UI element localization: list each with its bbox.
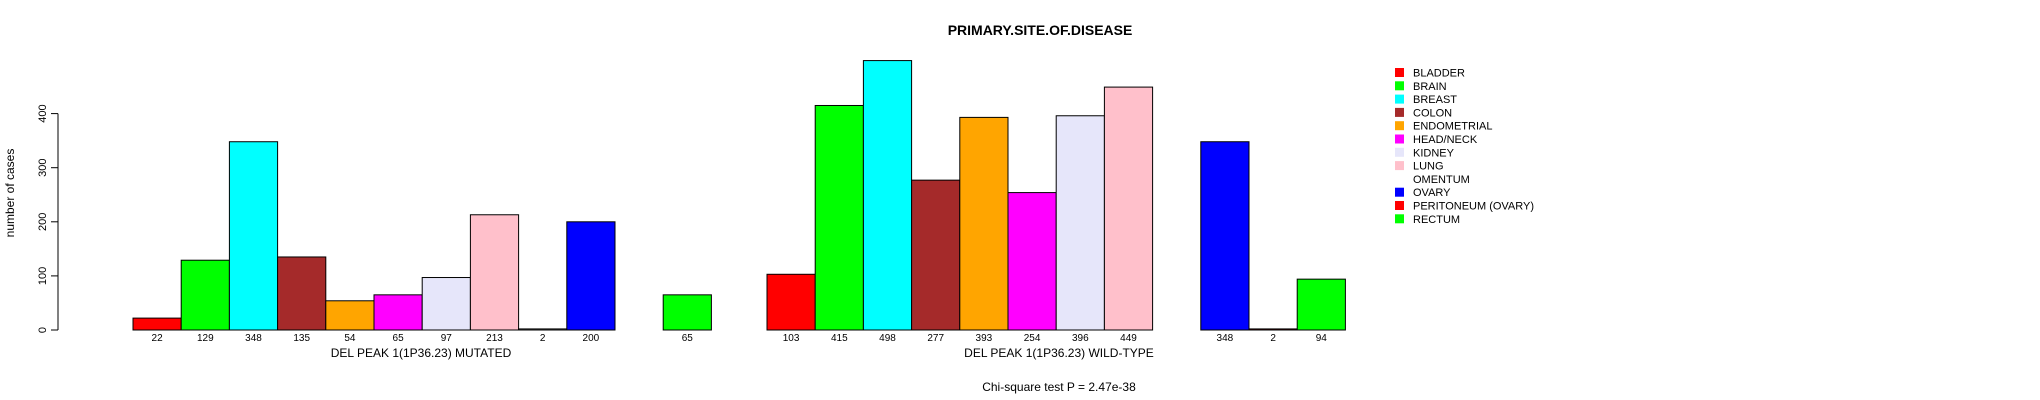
bar-kidney (1055, 115, 1105, 331)
y-tick-label: 300 (37, 159, 49, 177)
bar-value-label: 396 (1072, 333, 1089, 344)
bar-breast (862, 60, 913, 331)
bar-value-label: 449 (1120, 333, 1137, 344)
bar-colon (277, 256, 327, 331)
y-tick-label: 100 (37, 267, 49, 285)
legend-swatch (1395, 147, 1404, 157)
legend-label: KIDNEY (1413, 147, 1455, 159)
chi-square-footnote: Chi-square test P = 2.47e-38 (982, 380, 1136, 394)
legend-swatch (1395, 68, 1404, 77)
bar-endometrial (959, 116, 1009, 331)
bar-value-label: 254 (1024, 333, 1041, 344)
chart-title: PRIMARY.SITE.OF.DISEASE (948, 22, 1133, 38)
legend-label: LUNG (1413, 161, 1444, 173)
legend-swatch (1395, 121, 1404, 131)
bar-brain (814, 104, 864, 331)
bar-value-label: 415 (831, 333, 848, 344)
legend-label: OMENTUM (1413, 174, 1470, 186)
panel-wild-type: 103 415 498 277 393 254 396 449 348 2 94 (766, 60, 1346, 344)
bar-head-neck (373, 294, 423, 331)
panel-mutated: 22 129 348 135 54 65 97 213 2 200 65 (132, 141, 712, 344)
x-axis-label-wild-type: DEL PEAK 1(1P36.23) WILD-TYPE (964, 346, 1154, 360)
y-axis-label: number of cases (3, 149, 17, 238)
legend-label: PERITONEUM (OVARY) (1413, 201, 1534, 213)
legend-swatch (1395, 134, 1404, 144)
y-tick-label: 400 (37, 104, 49, 122)
legend-label: ENDOMETRIAL (1413, 121, 1492, 133)
bar-ovary (1200, 141, 1250, 331)
legend-label: OVARY (1413, 187, 1451, 199)
y-axis: 0 100 200 300 400 (37, 104, 59, 333)
legend-swatch (1395, 107, 1404, 117)
y-tick-label: 200 (37, 213, 49, 231)
bar-value-label: 65 (682, 333, 694, 344)
legend-swatch (1395, 214, 1404, 224)
legend-swatch (1395, 161, 1404, 171)
bar-brain (180, 259, 230, 331)
bar-head-neck (1007, 192, 1057, 331)
bar-kidney (421, 277, 471, 331)
bar-value-label: 213 (486, 333, 503, 344)
bar-value-label: 348 (1217, 333, 1234, 344)
bar-value-label: 97 (441, 333, 453, 344)
bar-ovary (566, 221, 616, 331)
legend-label: BRAIN (1413, 81, 1447, 93)
bar-rectum (1296, 278, 1346, 331)
bar-bladder (766, 273, 816, 331)
legend-swatch (1395, 201, 1404, 210)
legend-label: COLON (1413, 107, 1452, 119)
bar-rectum (662, 294, 712, 331)
bar-lung (1103, 86, 1154, 331)
bar-value-label: 65 (393, 333, 405, 344)
legend-swatch (1395, 187, 1404, 197)
legend-label: BLADDER (1413, 68, 1465, 80)
bar-value-label: 2 (1270, 333, 1276, 344)
bar-value-label: 129 (197, 333, 214, 344)
bar-value-label: 135 (293, 333, 310, 344)
bar-value-label: 277 (927, 333, 944, 344)
legend-swatch (1395, 174, 1404, 184)
bar-value-label: 200 (583, 333, 600, 344)
x-axis-label-mutated: DEL PEAK 1(1P36.23) MUTATED (331, 346, 512, 360)
bar-value-label: 2 (540, 333, 546, 344)
y-tick-label: 0 (37, 327, 49, 333)
bar-lung (469, 214, 520, 331)
bar-value-label: 94 (1316, 333, 1328, 344)
bar-value-label: 54 (344, 333, 356, 344)
legend-label: HEAD/NECK (1413, 134, 1478, 146)
bar-endometrial (325, 300, 375, 331)
bar-value-label: 22 (152, 333, 164, 344)
bar-peritoneum-ovary (1248, 328, 1298, 331)
bar-bladder (132, 317, 182, 331)
bar-value-label: 103 (783, 333, 800, 344)
bar-value-label: 393 (976, 333, 993, 344)
bar-omentum (518, 328, 568, 331)
bar-value-label: 498 (879, 333, 896, 344)
bar-breast (228, 141, 279, 331)
legend-label: RECTUM (1413, 214, 1460, 226)
legend-swatch (1395, 81, 1404, 91)
bar-colon (911, 179, 961, 331)
legend-swatch (1395, 94, 1404, 104)
bar-value-label: 348 (245, 333, 262, 344)
legend-label: BREAST (1413, 94, 1457, 106)
